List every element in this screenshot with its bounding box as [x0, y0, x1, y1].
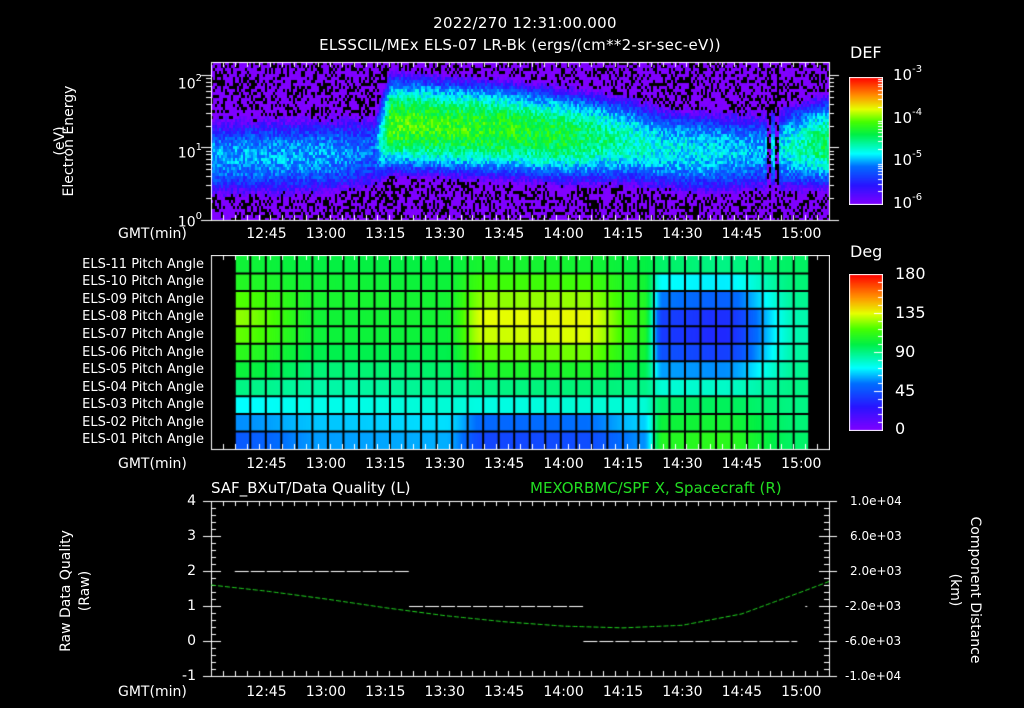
time-tick-label: 13:45	[483, 684, 525, 700]
time-tick-label: 14:00	[543, 456, 584, 472]
def-colorbar-label-1e-5: 10-5	[893, 149, 923, 169]
time-axis-label-1: GMT(min)	[118, 226, 187, 242]
time-tick-label: 15:00	[781, 684, 822, 700]
time-tick-label: 14:00	[543, 226, 584, 242]
distance-ylabel: Component Distance	[967, 516, 983, 664]
pitch-angle-row-label: ELS-02 Pitch Angle	[82, 414, 204, 430]
time-tick-label: 14:45	[721, 226, 763, 242]
time-tick-label: 13:45	[483, 226, 525, 242]
quality-ylabel-unit: (Raw)	[77, 570, 93, 612]
time-tick-label: 14:30	[662, 456, 703, 472]
pitch-angle-row-label: ELS-09 Pitch Angle	[82, 291, 204, 307]
quality-position-plot-canvas	[180, 490, 860, 690]
time-tick-label: 14:15	[602, 226, 644, 242]
deg-colorbar-label-0: 0	[895, 419, 906, 438]
pitch-angle-grid-canvas	[210, 255, 830, 451]
def-colorbar	[849, 77, 883, 205]
pitch-angle-row-label: ELS-04 Pitch Angle	[82, 379, 204, 395]
time-tick-label: 13:15	[365, 226, 406, 242]
time-tick-label: 13:15	[365, 456, 406, 472]
pitch-angle-row-label: ELS-10 Pitch Angle	[82, 274, 204, 290]
time-tick-label: 13:45	[483, 456, 525, 472]
deg-colorbar-label-90: 90	[895, 342, 916, 361]
plot-timestamp: 2022/270 12:31:00.000	[433, 14, 617, 32]
time-tick-label: 14:30	[662, 684, 703, 700]
time-tick-label: 14:45	[721, 456, 763, 472]
pitch-angle-row-label: ELS-03 Pitch Angle	[82, 397, 204, 413]
pitch-angle-row-label: ELS-05 Pitch Angle	[82, 362, 204, 378]
def-colorbar-label-1e-4: 10-4	[893, 107, 923, 127]
distance-ylabel-unit: (km)	[947, 573, 963, 607]
time-tick-label: 13:15	[365, 684, 406, 700]
deg-colorbar-label-180: 180	[895, 264, 926, 283]
time-tick-label: 14:30	[662, 226, 703, 242]
time-tick-label: 13:00	[305, 456, 347, 472]
deg-colorbar-title: Deg	[850, 242, 883, 261]
deg-colorbar-label-135: 135	[895, 303, 926, 322]
def-colorbar-label-1e-3: 10-3	[893, 64, 923, 84]
time-tick-label: 12:45	[246, 456, 287, 472]
pitch-angle-row-label: ELS-06 Pitch Angle	[82, 344, 204, 360]
time-tick-label: 12:45	[246, 226, 287, 242]
time-tick-label: 13:00	[305, 684, 347, 700]
time-tick-label: 13:30	[424, 226, 465, 242]
time-tick-label: 14:45	[721, 684, 763, 700]
time-tick-label: 15:00	[781, 226, 822, 242]
pitch-angle-row-label: ELS-08 Pitch Angle	[82, 309, 204, 325]
def-colorbar-label-1e-6: 10-6	[893, 192, 923, 212]
time-tick-label: 13:30	[424, 684, 465, 700]
time-tick-label: 12:45	[246, 684, 287, 700]
deg-colorbar-label-45: 45	[895, 381, 916, 400]
pitch-angle-row-label: ELS-11 Pitch Angle	[82, 256, 204, 272]
distance-ytick-label: 1.0e+04	[850, 494, 902, 508]
plot-subtitle: ELSSCIL/MEx ELS-07 LR-Bk (ergs/(cm**2-sr…	[319, 36, 721, 54]
time-tick-label: 14:15	[602, 456, 644, 472]
time-tick-label: 13:30	[424, 456, 465, 472]
def-colorbar-title: DEF	[850, 43, 882, 62]
quality-ylabel: Raw Data Quality	[58, 530, 74, 652]
deg-colorbar	[849, 274, 883, 431]
time-axis-label-3: GMT(min)	[118, 684, 187, 700]
pitch-angle-row-label: ELS-01 Pitch Angle	[82, 432, 204, 448]
energy-spectrogram-axes	[180, 55, 860, 245]
time-axis-label-2: GMT(min)	[118, 456, 187, 472]
time-tick-label: 14:00	[543, 684, 584, 700]
time-tick-label: 14:15	[602, 684, 644, 700]
time-tick-label: 13:00	[305, 226, 347, 242]
distance-ytick-label: 2.0e+03	[850, 564, 902, 578]
distance-ytick-label: 6.0e+03	[850, 529, 902, 543]
energy-ylabel-unit: (eV)	[52, 126, 68, 156]
pitch-angle-row-label: ELS-07 Pitch Angle	[82, 326, 204, 342]
time-tick-label: 15:00	[781, 456, 822, 472]
